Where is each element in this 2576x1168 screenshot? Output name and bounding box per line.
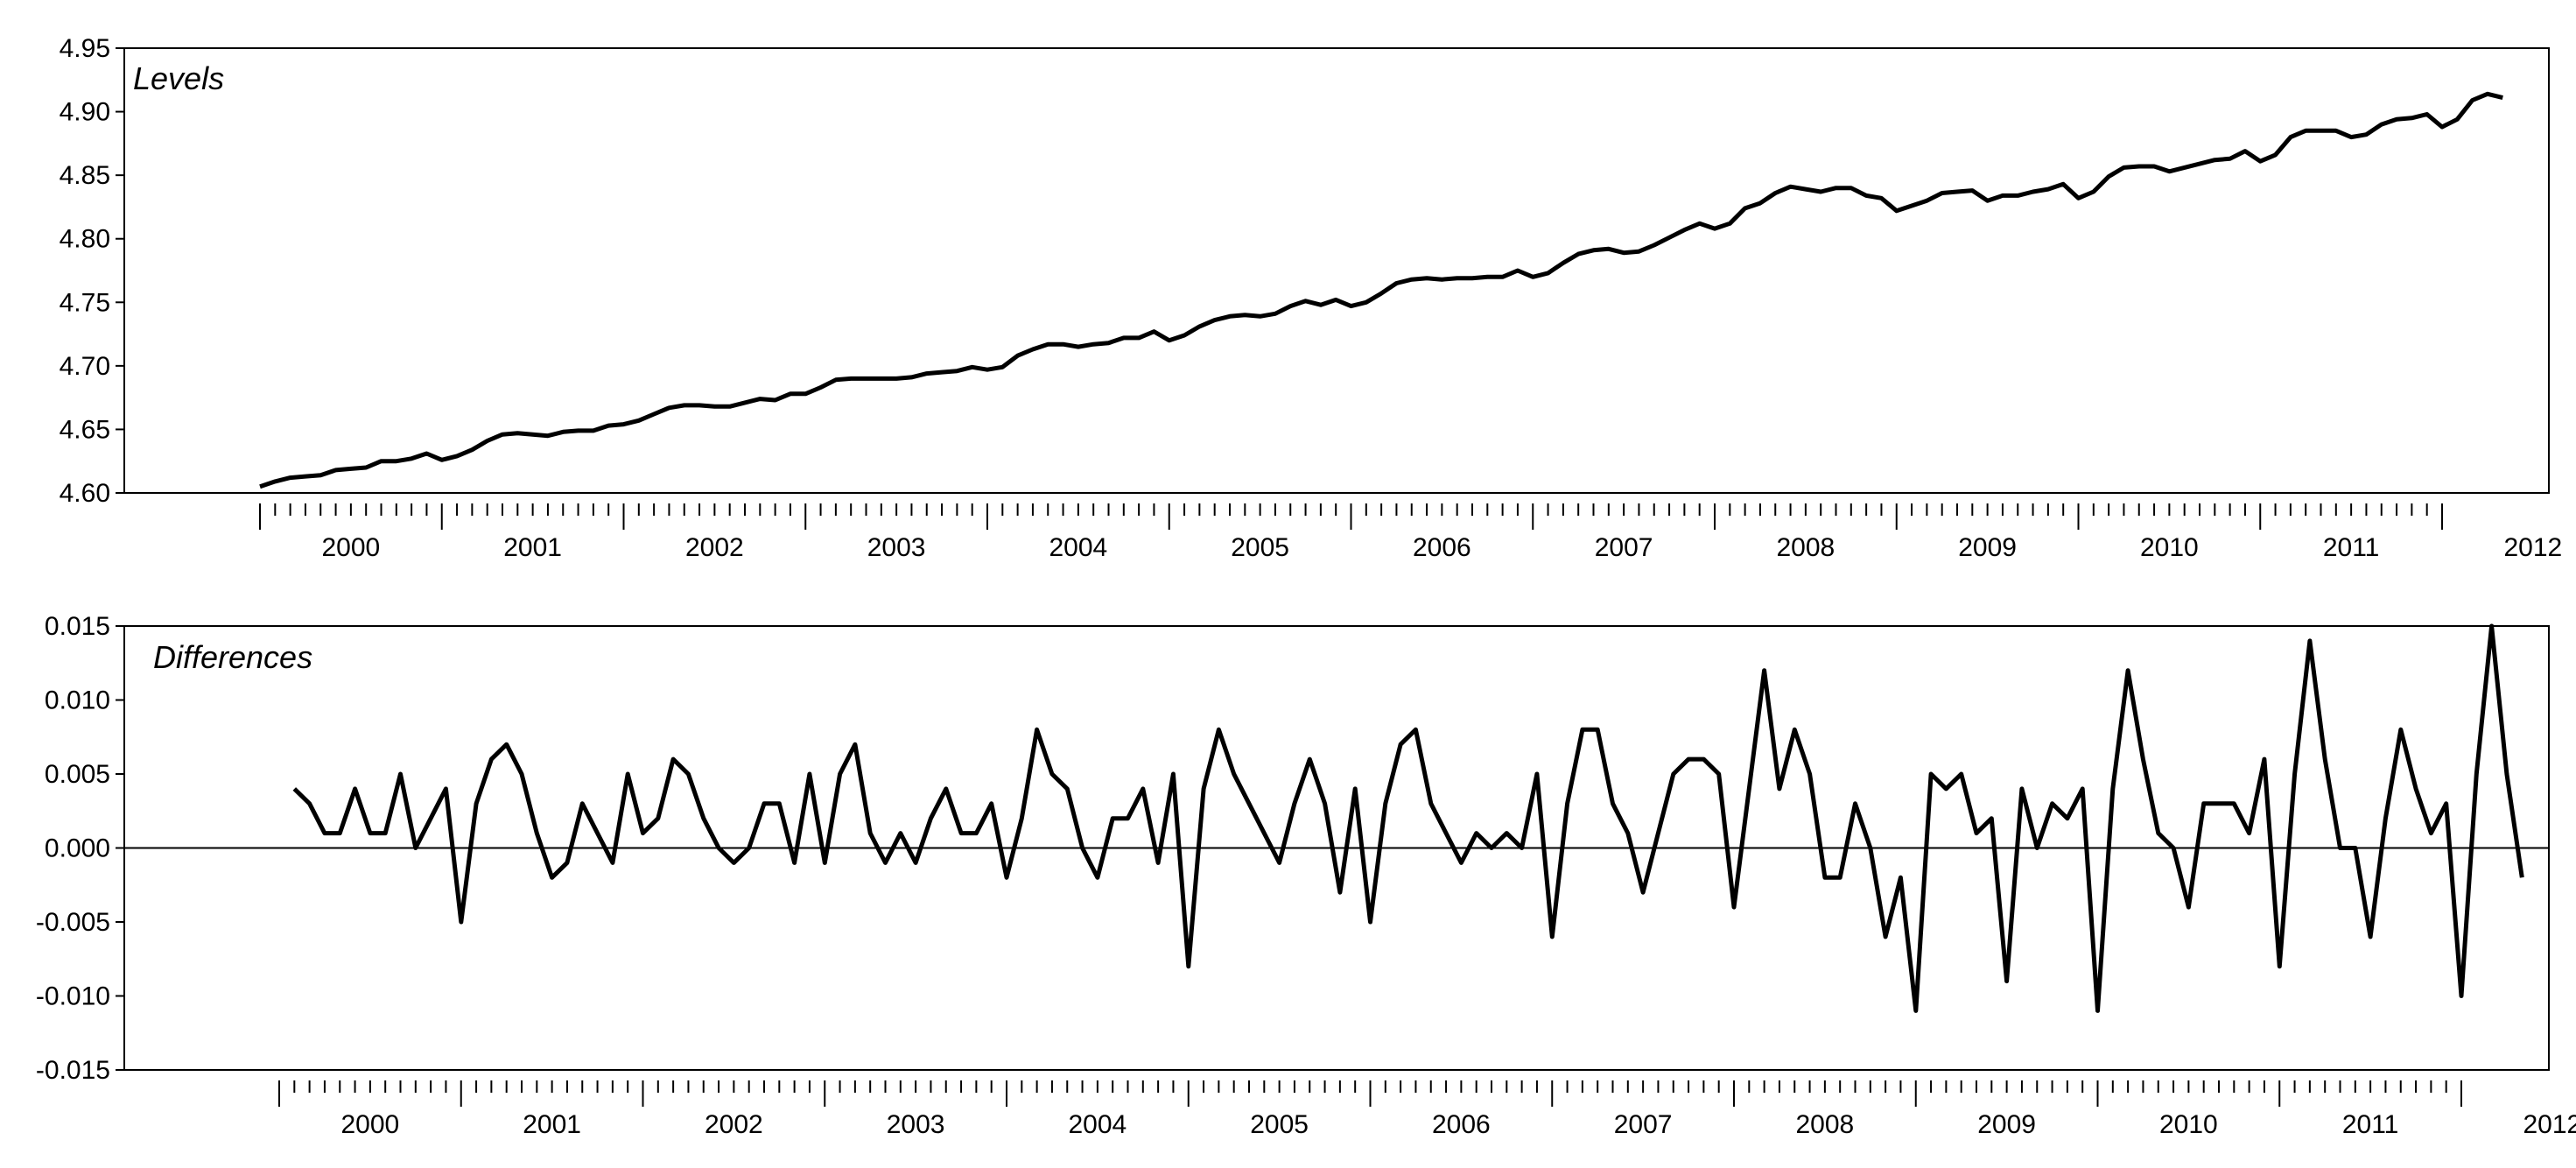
x-tick-label: 2001 — [503, 533, 562, 562]
differences-panel: -0.015 -0.010 -0.005 0.000 0.005 0.010 0.015 20… — [36, 612, 2576, 1139]
y-tick-label: 4.95 — [60, 34, 110, 63]
x-tick-label: 2010 — [2159, 1110, 2218, 1139]
levels-panel: 4.60 4.65 4.70 4.75 4.80 4.85 4.90 4.95 2000 2001… — [60, 34, 2563, 562]
x-tick-label: 2000 — [322, 533, 381, 562]
x-tick-label: 2006 — [1432, 1110, 1491, 1139]
x-tick-label: 2003 — [887, 1110, 945, 1139]
panel-title: Levels — [133, 60, 224, 96]
x-tick-label: 2012 — [2504, 533, 2563, 562]
x-tick-label: 2004 — [1049, 533, 1108, 562]
y-tick-label: -0.005 — [36, 908, 110, 937]
x-tick-label: 2002 — [705, 1110, 763, 1139]
x-tick-label: 2008 — [1777, 533, 1835, 562]
x-tick-label: 2005 — [1231, 533, 1289, 562]
y-tick-label: 0.000 — [45, 834, 110, 863]
x-tick-label: 2007 — [1614, 1110, 1673, 1139]
x-tick-label: 2000 — [341, 1110, 400, 1139]
y-tick-label: -0.010 — [36, 982, 110, 1011]
series-line — [260, 94, 2502, 486]
y-tick-label: 4.75 — [60, 288, 110, 317]
y-tick-label: 4.70 — [60, 352, 110, 381]
y-tick-label: 4.80 — [60, 225, 110, 254]
x-tick-label: 2009 — [1958, 533, 2017, 562]
y-tick-label: 4.90 — [60, 98, 110, 127]
x-tick-label: 2012 — [2523, 1110, 2576, 1139]
x-tick-label: 2005 — [1250, 1110, 1309, 1139]
plot-frame — [124, 48, 2549, 493]
x-tick-label: 2001 — [523, 1110, 581, 1139]
series-line — [294, 626, 2522, 1010]
x-tick-label: 2009 — [1977, 1110, 2036, 1139]
x-tick-label: 2003 — [867, 533, 926, 562]
x-tick-label: 2008 — [1796, 1110, 1855, 1139]
y-tick-label: 0.005 — [45, 760, 110, 789]
x-tick-label: 2004 — [1069, 1110, 1127, 1139]
x-tick-label: 2011 — [2323, 533, 2380, 562]
y-tick-label: 0.015 — [45, 612, 110, 641]
x-tick-label: 2007 — [1595, 533, 1653, 562]
y-tick-label: 0.010 — [45, 686, 110, 715]
y-tick-label: 4.60 — [60, 479, 110, 508]
x-tick-label: 2011 — [2342, 1110, 2399, 1139]
y-tick-label: 4.65 — [60, 415, 110, 444]
y-tick-label: -0.015 — [36, 1056, 110, 1085]
panel-title: Differences — [153, 639, 312, 675]
x-tick-label: 2002 — [685, 533, 744, 562]
x-tick-label: 2010 — [2140, 533, 2199, 562]
x-tick-label: 2006 — [1413, 533, 1471, 562]
y-tick-label: 4.85 — [60, 161, 110, 190]
